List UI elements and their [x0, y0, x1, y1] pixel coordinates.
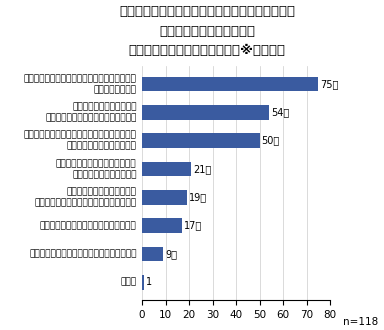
Bar	[142, 77, 318, 91]
Text: 21票: 21票	[194, 164, 212, 174]
Text: 19票: 19票	[189, 192, 207, 202]
Text: 健康増進法の改正で、喫煙環境に変化があったと: 健康増進法の改正で、喫煙環境に変化があったと	[119, 5, 295, 18]
Text: それはどのような変化ですか？※複数回答: それはどのような変化ですか？※複数回答	[129, 44, 286, 56]
Text: 50票: 50票	[262, 136, 280, 146]
Text: 17票: 17票	[184, 221, 202, 231]
Bar	[142, 105, 269, 120]
Bar	[142, 133, 260, 148]
Text: 75票: 75票	[320, 79, 339, 89]
Bar	[142, 275, 144, 290]
Text: n=118: n=118	[343, 317, 378, 327]
Bar	[142, 247, 163, 261]
Bar	[142, 190, 187, 205]
Text: 54票: 54票	[271, 107, 289, 117]
Text: 1: 1	[146, 277, 152, 287]
Bar	[142, 162, 192, 176]
Text: 答えた方にお聞きします。: 答えた方にお聞きします。	[159, 25, 255, 38]
Bar	[142, 218, 182, 233]
Text: 9名: 9名	[165, 249, 177, 259]
